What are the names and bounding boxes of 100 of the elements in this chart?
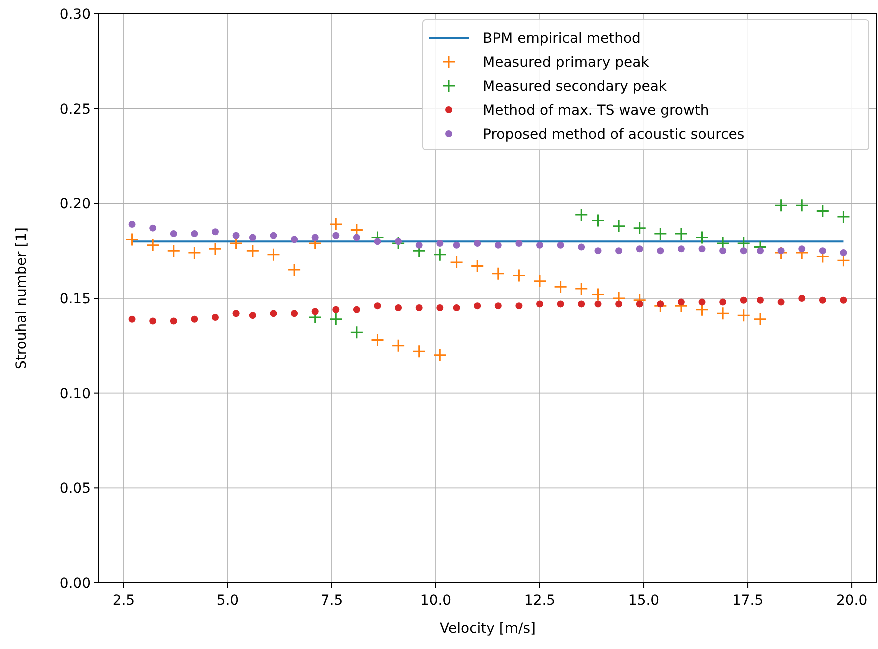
point: [412, 344, 426, 358]
point: [474, 240, 482, 247]
point: [188, 246, 202, 260]
point: [128, 221, 136, 228]
point: [395, 238, 402, 246]
point: [612, 220, 626, 234]
point: [819, 296, 826, 304]
point: [474, 302, 482, 310]
point: [249, 234, 256, 242]
point: [350, 326, 364, 340]
point: [332, 306, 340, 314]
point: [636, 300, 644, 308]
point: [678, 246, 685, 253]
point: [150, 224, 157, 232]
point: [128, 316, 136, 323]
point: [678, 298, 685, 306]
point: [657, 300, 664, 308]
point: [594, 300, 602, 308]
point: [819, 248, 826, 255]
point: [416, 304, 423, 312]
x-tick-label: 2.5: [112, 593, 136, 609]
point: [494, 242, 502, 249]
point: [395, 304, 402, 312]
point: [288, 263, 302, 277]
point: [353, 234, 360, 242]
point: [757, 248, 764, 255]
legend-label: Measured primary peak: [483, 55, 650, 71]
point: [453, 304, 460, 312]
point: [636, 246, 644, 253]
point: [433, 248, 447, 262]
point: [836, 210, 850, 224]
x-tick-label: 5.0: [216, 593, 240, 609]
point: [332, 232, 340, 240]
point: [146, 238, 160, 252]
x-tick-label: 12.5: [524, 593, 556, 609]
point: [374, 238, 382, 246]
point: [270, 232, 278, 240]
point: [594, 248, 602, 255]
point: [494, 302, 502, 310]
point: [774, 246, 788, 260]
x-axis-title: Velocity [m/s]: [440, 621, 536, 637]
point: [126, 232, 140, 246]
point: [616, 300, 623, 308]
point: [795, 198, 809, 212]
y-tick-label: 0.15: [60, 292, 91, 308]
point: [698, 298, 706, 306]
point: [654, 227, 668, 241]
point: [592, 214, 605, 228]
point: [266, 248, 280, 262]
point: [778, 298, 785, 306]
point: [353, 306, 360, 314]
point: [232, 232, 240, 240]
point: [574, 282, 588, 296]
point: [798, 246, 806, 253]
point: [392, 339, 406, 353]
x-tick-label: 7.5: [320, 593, 344, 609]
point: [774, 198, 788, 212]
point: [536, 242, 544, 249]
point: [696, 231, 710, 245]
point: [208, 242, 222, 256]
point: [191, 230, 198, 238]
legend-label: Proposed method of acoustic sources: [483, 127, 745, 143]
point: [557, 300, 564, 308]
point: [312, 234, 319, 242]
point: [574, 208, 588, 222]
point: [374, 302, 382, 310]
y-tick-label: 0.30: [60, 7, 91, 23]
point: [720, 298, 727, 306]
y-tick-label: 0.10: [60, 386, 91, 402]
point: [453, 242, 460, 249]
legend-label: Measured secondary peak: [483, 79, 668, 95]
point: [433, 348, 447, 362]
point: [232, 310, 240, 318]
point: [536, 300, 544, 308]
y-tick-label: 0.25: [60, 102, 91, 118]
point: [698, 246, 706, 253]
point: [212, 228, 219, 236]
point: [557, 242, 564, 249]
point: [450, 256, 464, 270]
point: [249, 312, 256, 320]
point: [716, 306, 730, 320]
point: [798, 295, 806, 302]
point: [578, 244, 586, 251]
point: [436, 240, 444, 247]
point: [150, 318, 157, 325]
point: [533, 274, 547, 288]
x-tick-label: 15.0: [628, 593, 660, 609]
point: [516, 240, 523, 247]
point: [329, 218, 343, 232]
point: [191, 316, 198, 323]
point: [291, 310, 298, 318]
x-tick-label: 20.0: [836, 593, 868, 609]
legend-label: Method of max. TS wave growth: [483, 103, 710, 119]
point: [329, 312, 343, 326]
point: [312, 308, 319, 316]
y-tick-label: 0.05: [60, 481, 91, 498]
point: [170, 318, 178, 325]
point: [633, 222, 647, 236]
point: [436, 304, 444, 312]
point: [167, 244, 181, 258]
